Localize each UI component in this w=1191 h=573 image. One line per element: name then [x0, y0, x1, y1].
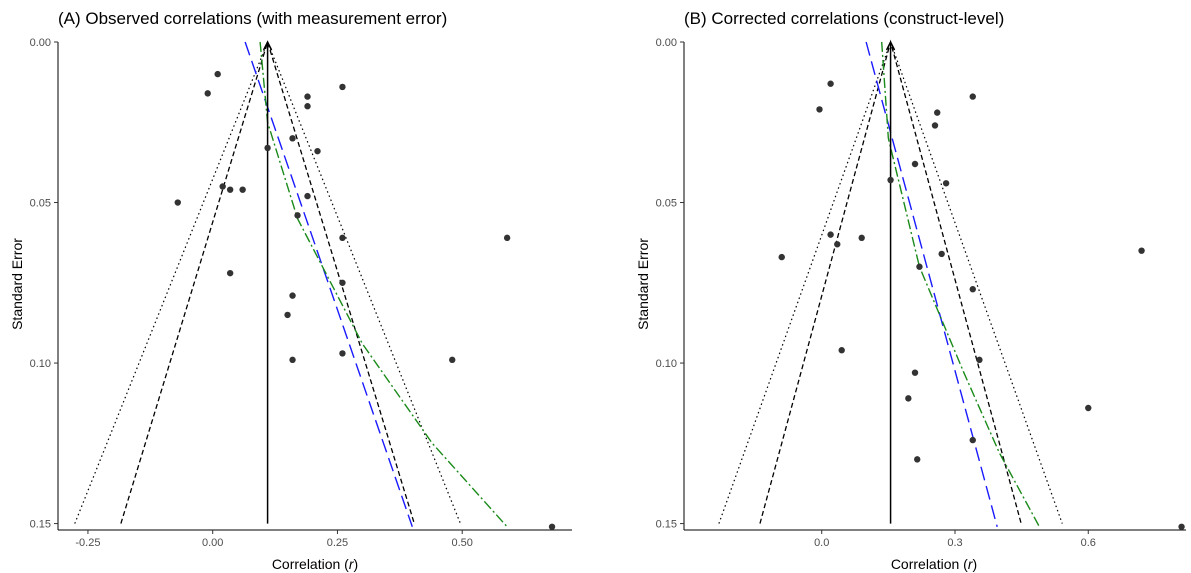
data-point — [834, 241, 841, 248]
data-point — [1138, 247, 1145, 254]
data-point — [289, 135, 296, 142]
data-point — [174, 199, 181, 206]
panel-b: (B) Corrected correlations (construct-le… — [635, 9, 1186, 572]
data-point — [304, 192, 311, 200]
panel-b-title: (B) Corrected correlations (construct-le… — [684, 9, 1004, 28]
data-point — [304, 93, 311, 100]
y-tick-label: 0.15 — [30, 519, 51, 531]
green-regression-curve — [880, 41, 1041, 528]
data-point — [339, 350, 346, 357]
y-tick-label: 0.05 — [656, 198, 677, 210]
data-point — [827, 80, 834, 87]
data-point — [816, 106, 823, 113]
data-point — [778, 253, 785, 261]
y-tick-label: 0.10 — [30, 358, 51, 370]
data-point — [914, 456, 921, 463]
data-point — [911, 160, 919, 168]
panel-b-plot-area: 0.0 0.3 0.6 0.00 0.05 0.10 0.15 — [656, 37, 1186, 549]
data-point — [284, 311, 291, 319]
panel-a-y-axis-label: Standard Error — [9, 238, 25, 330]
x-tick-label: 0.0 — [814, 537, 829, 549]
data-point — [219, 183, 226, 190]
data-point — [548, 523, 556, 530]
data-point — [449, 356, 456, 364]
data-point — [339, 279, 346, 286]
blue-regression-line — [865, 41, 998, 527]
data-point — [969, 286, 976, 293]
data-point — [942, 180, 950, 187]
data-point — [827, 231, 834, 238]
data-point — [1178, 523, 1185, 530]
y-tick-label: 0.00 — [30, 37, 51, 49]
data-point — [264, 144, 271, 152]
x-tick-label: 0.6 — [1081, 537, 1096, 549]
panel-a-title: (A) Observed correlations (with measurem… — [58, 9, 447, 28]
data-point — [503, 234, 511, 242]
data-point — [969, 93, 976, 100]
data-point — [905, 395, 912, 402]
estimate-arrow — [885, 40, 896, 51]
x-tick-label: 0.3 — [947, 537, 962, 549]
y-tick-label: 0.10 — [656, 358, 677, 370]
panel-a: (A) Observed correlations (with measurem… — [9, 9, 572, 572]
y-tick-label: 0.05 — [30, 198, 51, 210]
panel-a-plot-area: -0.25 0.00 0.25 0.50 0.00 0.05 0.10 0.15 — [30, 37, 572, 549]
data-point — [911, 369, 919, 376]
panel-a-x-axis-label: Correlation (r) — [272, 556, 358, 572]
data-point — [976, 356, 983, 364]
data-point — [934, 109, 941, 116]
blue-regression-line — [244, 41, 413, 528]
data-point — [314, 147, 321, 155]
data-point — [838, 347, 845, 354]
data-point — [938, 250, 945, 258]
green-regression-curve — [259, 41, 508, 528]
data-point — [1085, 404, 1092, 412]
y-tick-label: 0.00 — [656, 37, 677, 49]
x-tick-label: -0.25 — [75, 537, 100, 549]
y-tick-label: 0.15 — [656, 519, 677, 531]
x-tick-label: 0.00 — [202, 537, 223, 549]
data-point — [239, 186, 246, 193]
data-point — [304, 103, 311, 110]
data-point — [339, 83, 346, 91]
data-point — [339, 234, 346, 242]
x-tick-label: 0.50 — [452, 537, 473, 549]
data-point — [916, 263, 923, 270]
data-point — [294, 212, 301, 219]
data-point — [969, 436, 976, 444]
x-tick-label: 0.25 — [327, 537, 348, 549]
data-point — [887, 176, 894, 184]
data-point — [226, 186, 234, 193]
data-point — [214, 70, 221, 78]
panel-b-y-axis-label: Standard Error — [635, 238, 651, 330]
data-point — [204, 90, 211, 97]
data-point — [226, 269, 234, 277]
estimate-arrow — [262, 40, 273, 51]
panel-b-x-axis-label: Correlation (r) — [891, 556, 977, 572]
data-point — [931, 122, 939, 129]
data-point — [289, 292, 296, 299]
data-point — [289, 356, 296, 364]
data-point — [858, 234, 865, 242]
